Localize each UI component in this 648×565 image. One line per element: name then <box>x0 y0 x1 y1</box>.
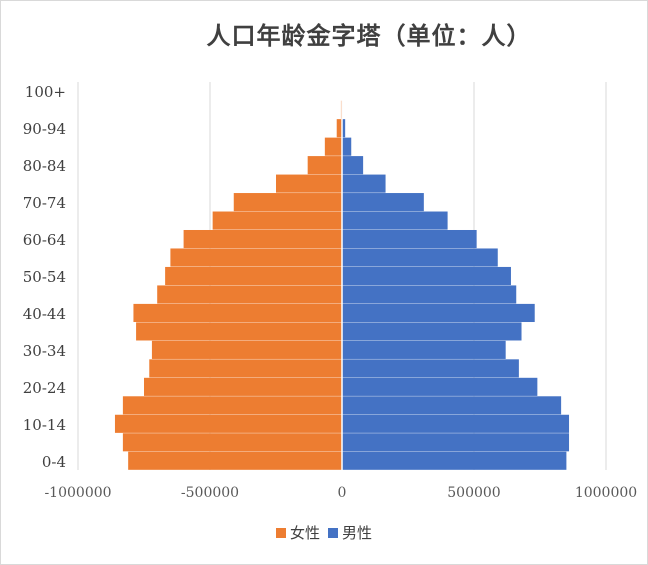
bar-male <box>342 359 519 378</box>
chart-title: 人口年龄金字塔（单位：人） <box>206 21 532 50</box>
y-tick-label: 50-54 <box>23 268 66 286</box>
bar-female <box>212 211 342 230</box>
bar-female <box>157 285 342 304</box>
legend-swatch-male <box>328 527 338 538</box>
legend-item-male: 男性 <box>328 522 372 543</box>
bar-female <box>183 229 342 249</box>
bar-male <box>342 229 477 249</box>
legend-item-female: 女性 <box>275 522 320 543</box>
bar-female <box>324 137 342 156</box>
bar-female <box>122 433 342 452</box>
y-tick-label: 40-44 <box>23 305 66 323</box>
bar-female <box>233 193 342 212</box>
bar-female <box>133 303 342 323</box>
bar-female <box>165 266 342 286</box>
y-tick-label: 20-24 <box>23 379 66 397</box>
y-tick-label: 30-34 <box>23 342 66 360</box>
bar-male <box>342 396 562 415</box>
y-tick-label: 90-94 <box>23 120 66 138</box>
bar-female <box>307 156 342 175</box>
legend: 女性 男性 <box>0 522 648 543</box>
x-tick-label: 500000 <box>447 485 500 501</box>
y-tick-label: 10-14 <box>23 416 66 434</box>
x-tick-label: 1000000 <box>575 485 637 501</box>
legend-label-male: 男性 <box>342 524 373 542</box>
bar-female <box>136 322 342 341</box>
bar-female <box>170 248 342 267</box>
bar-male <box>342 119 346 138</box>
bar-male <box>342 193 424 212</box>
bar-male <box>342 174 386 193</box>
bar-male <box>342 211 448 230</box>
bar-male <box>342 433 570 452</box>
x-tick-label: 0 <box>338 485 347 501</box>
y-tick-label: 80-84 <box>23 157 66 175</box>
bar-female <box>128 451 342 470</box>
bar-female <box>336 119 342 138</box>
x-tick-label: -500000 <box>181 485 239 501</box>
bar-male <box>342 451 567 470</box>
bar-male <box>342 340 506 359</box>
y-tick-label: 0-4 <box>42 453 66 471</box>
bar-male <box>342 248 498 267</box>
bar-male <box>342 266 511 286</box>
bar-male <box>342 414 570 433</box>
bar-male <box>342 377 538 396</box>
bar-male <box>342 156 364 175</box>
x-tick-label: -1000000 <box>44 485 111 501</box>
bar-male <box>342 303 535 323</box>
bar-female <box>122 396 342 415</box>
bar-female <box>114 414 343 433</box>
bar-female <box>144 377 342 396</box>
bar-female <box>276 174 342 193</box>
legend-label-female: 女性 <box>289 524 320 542</box>
bar-male <box>342 137 352 156</box>
bar-female <box>151 340 342 359</box>
y-tick-label: 60-64 <box>23 231 66 249</box>
bar-male <box>342 322 522 341</box>
y-tick-label: 70-74 <box>23 194 66 212</box>
bar-male <box>342 285 517 304</box>
legend-swatch-female <box>275 527 286 538</box>
bar-female <box>149 359 342 378</box>
y-tick-label: 100+ <box>25 83 66 101</box>
